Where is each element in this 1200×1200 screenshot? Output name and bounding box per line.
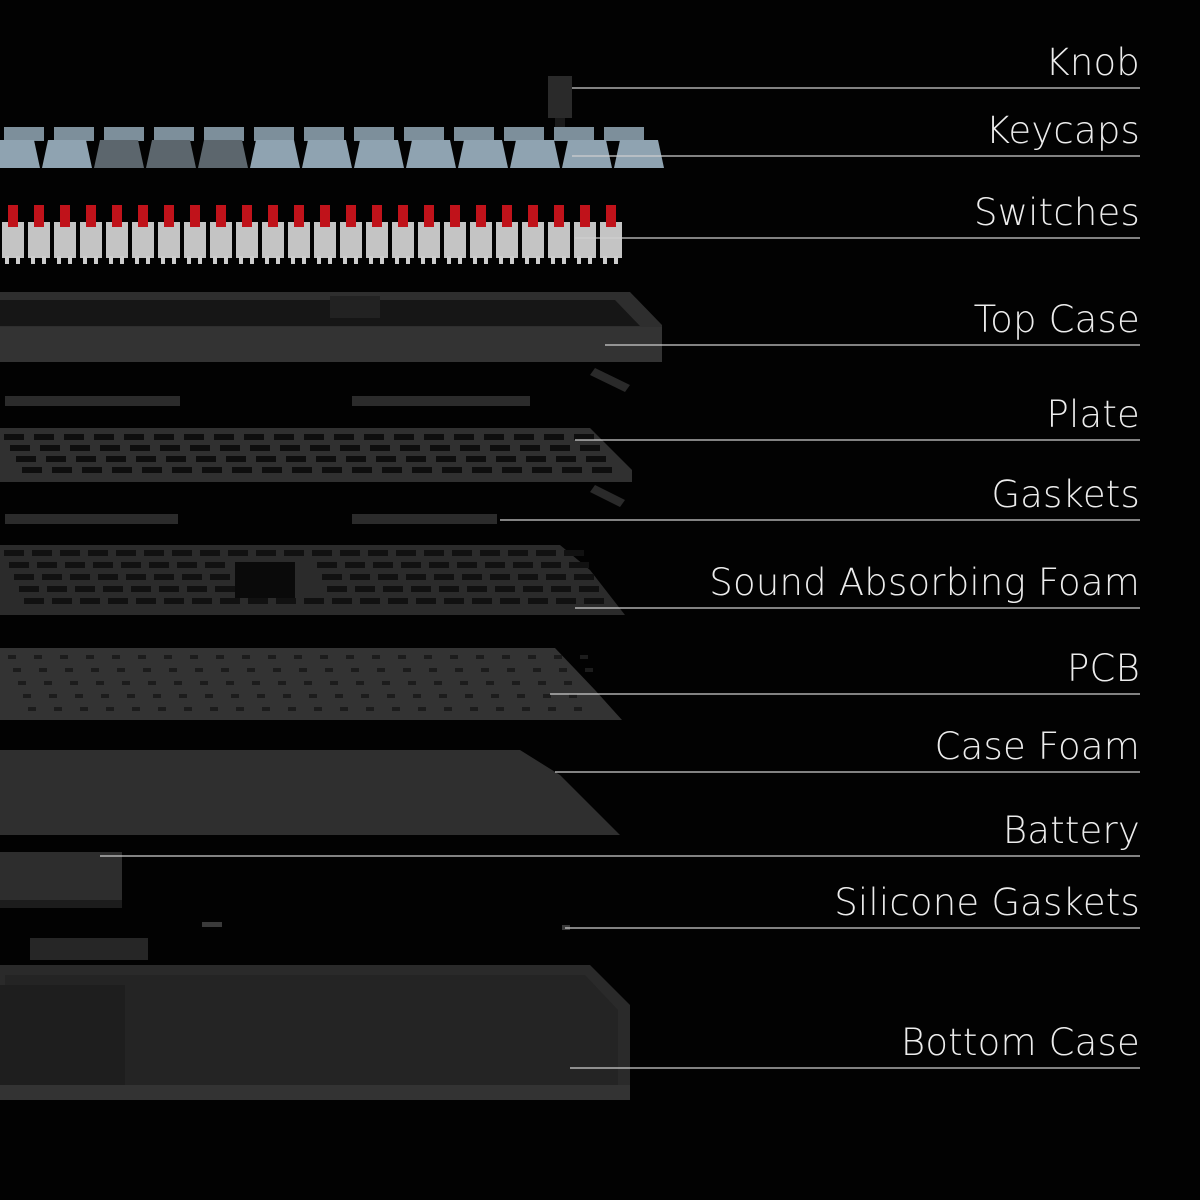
label-switches: Switches (974, 191, 1140, 234)
keycaps-layer (0, 127, 664, 168)
switches-layer (2, 205, 622, 264)
sound-absorbing-foam-part (0, 545, 625, 615)
battery-part (0, 852, 122, 908)
leader-lines (100, 87, 1140, 1069)
label-bottom-case: Bottom Case (900, 1021, 1140, 1064)
label-battery: Battery (1002, 809, 1140, 852)
case-foam-part (0, 750, 620, 835)
label-silicone-gaskets: Silicone Gaskets (834, 881, 1140, 924)
top-case-part (0, 292, 662, 392)
label-plate: Plate (1046, 393, 1140, 436)
pcb-part (0, 648, 622, 720)
label-pcb: PCB (1067, 647, 1140, 690)
label-sound-absorbing-foam: Sound Absorbing Foam (709, 561, 1140, 604)
label-gaskets: Gaskets (991, 473, 1140, 516)
silicone-gaskets-part (30, 922, 570, 960)
bottom-case-part (0, 965, 630, 1100)
label-case-foam: Case Foam (934, 725, 1140, 768)
gaskets-upper (5, 396, 530, 406)
label-knob: Knob (1045, 41, 1140, 84)
gaskets-lower (5, 485, 625, 524)
label-top-case: Top Case (973, 298, 1140, 341)
plate-part (0, 428, 632, 482)
label-keycaps: Keycaps (985, 109, 1140, 152)
knob-part (548, 76, 572, 132)
